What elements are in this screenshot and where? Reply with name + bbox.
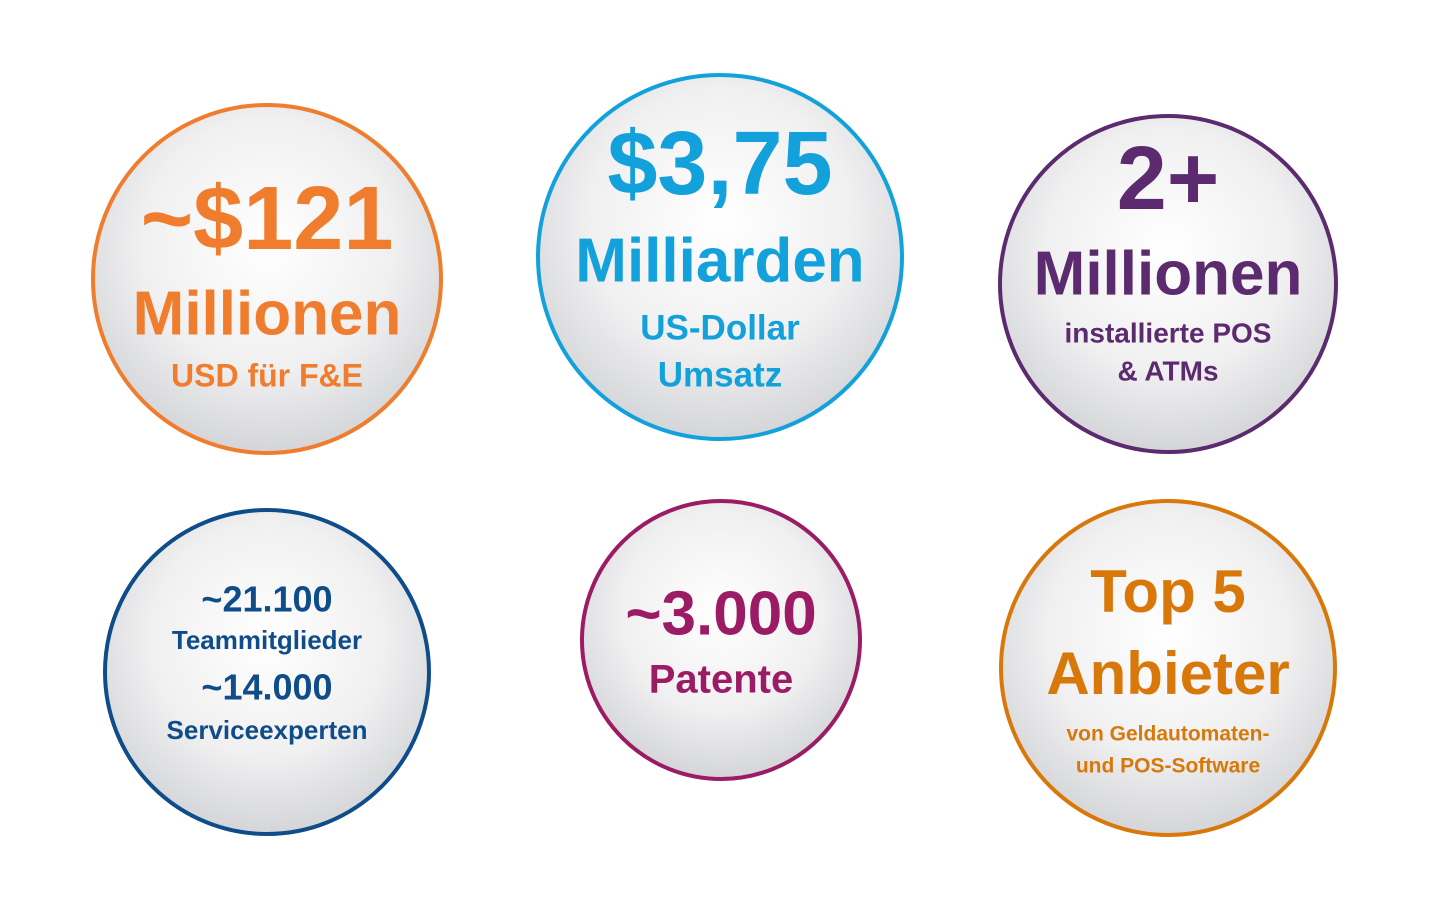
badge-circle (580, 499, 862, 781)
badge-text: Patente (649, 658, 794, 702)
badge-text: und POS-Software (1076, 755, 1260, 778)
badge-text: ~14.000 (201, 667, 332, 708)
badge-headline: ~$121 (141, 169, 394, 269)
badge-headline: ~21.100 (201, 579, 332, 620)
badge-text: installierte POS (1065, 317, 1272, 348)
badge-headline: Top 5 (1090, 558, 1246, 625)
stat-badge: ~21.100 Teammitglieder ~14.000 Serviceexper… (103, 508, 431, 836)
badge-text: Millionen (1034, 239, 1303, 308)
badge-headline: ~3.000 (625, 579, 816, 648)
badge-text: Serviceexperten (167, 715, 368, 745)
badge-text: Anbieter (1046, 640, 1289, 707)
badge-headline: $3,75 (607, 114, 832, 214)
badge-circle (998, 114, 1338, 454)
badge-text: von Geldautomaten- (1066, 723, 1269, 746)
stat-badge: $3,75 Milliarden US-Dollar Umsatz (536, 73, 904, 441)
stat-badge: ~$121 Millionen USD für F&E (91, 103, 443, 455)
stat-badge: 2+ Millionen installierte POS & ATMs (998, 114, 1338, 454)
stat-badge: Top 5 Anbieter von Geldautomaten-und POS-S… (999, 499, 1337, 837)
badge-text: Teammitglieder (172, 625, 362, 655)
badge-text: & ATMs (1117, 355, 1218, 386)
badge-circle (536, 73, 904, 441)
badge-text: US-Dollar (640, 308, 800, 347)
badge-circle (103, 508, 431, 836)
badge-text: Umsatz (658, 355, 782, 394)
stat-badge: ~3.000 Patente (580, 499, 862, 781)
badge-circle (91, 103, 443, 455)
badge-text: Milliarden (575, 226, 864, 295)
badge-circle (999, 499, 1337, 837)
badge-headline: 2+ (1117, 129, 1220, 229)
badge-text: USD für F&E (171, 357, 363, 393)
badge-text: Millionen (133, 279, 402, 348)
